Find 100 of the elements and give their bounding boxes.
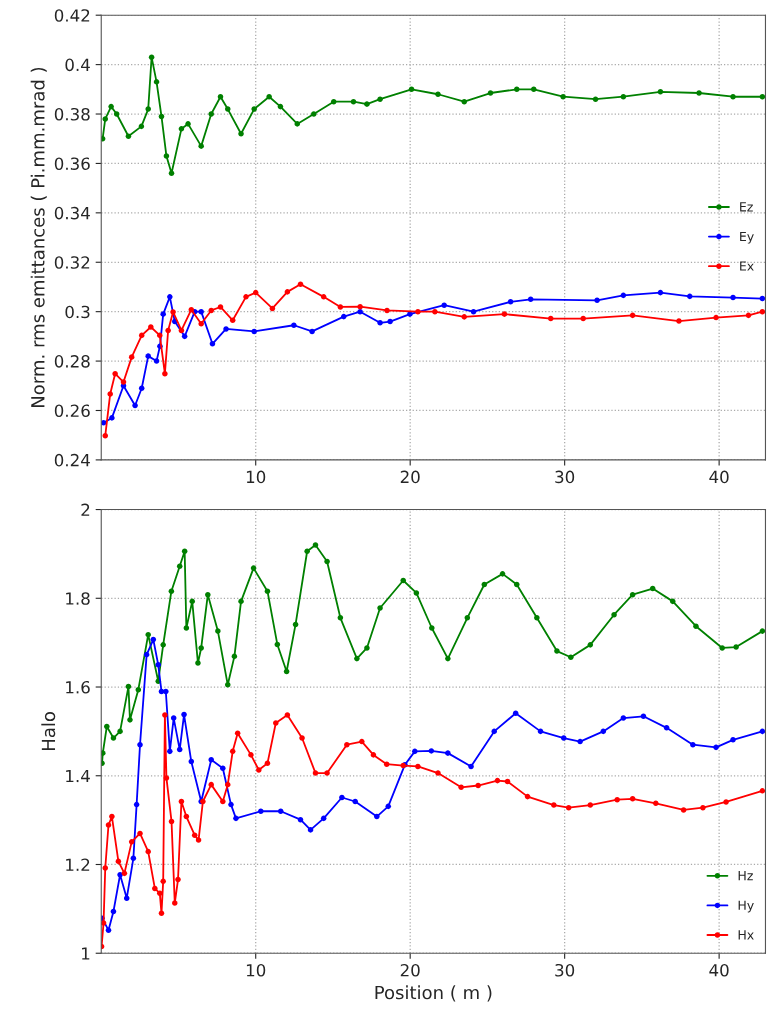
point [115, 858, 122, 865]
point [157, 332, 163, 339]
point [109, 813, 115, 820]
point [198, 143, 204, 149]
point [105, 927, 112, 933]
point [208, 307, 214, 314]
point [105, 822, 112, 828]
point [258, 808, 264, 815]
point [120, 379, 127, 385]
point [629, 312, 636, 319]
point [730, 93, 736, 100]
point [215, 628, 221, 634]
point [415, 763, 421, 770]
point [238, 598, 244, 605]
point [152, 885, 158, 892]
point [181, 548, 188, 555]
point [320, 815, 327, 822]
point [676, 318, 682, 324]
point [291, 322, 297, 329]
point [412, 748, 418, 755]
point [170, 309, 176, 315]
point [137, 830, 143, 837]
y-axis-title: Norm. rms emittances ( Pi.mm.mrad ) [30, 67, 47, 407]
point [132, 402, 138, 409]
point [458, 784, 464, 791]
point [324, 558, 330, 565]
point [377, 605, 383, 611]
point [148, 324, 154, 330]
point [580, 315, 586, 322]
point [733, 644, 739, 650]
point [274, 641, 281, 648]
point [101, 420, 107, 426]
x-tick-label: 20 [400, 470, 420, 484]
point [138, 385, 145, 392]
point [243, 294, 249, 300]
point [102, 432, 109, 439]
point [125, 683, 132, 690]
point [284, 289, 291, 295]
point [160, 642, 166, 648]
point [320, 294, 327, 300]
point [530, 86, 537, 93]
point [198, 308, 204, 315]
point [145, 353, 151, 359]
point [162, 370, 168, 377]
point [297, 281, 304, 288]
legend-label: Ez [740, 202, 753, 212]
point [163, 775, 170, 781]
point [176, 746, 183, 753]
point [264, 760, 271, 767]
point [148, 54, 155, 60]
point [163, 153, 170, 159]
point [330, 98, 337, 105]
point [357, 308, 363, 315]
point [171, 900, 178, 906]
point [127, 717, 133, 723]
point [264, 588, 271, 594]
point [277, 103, 284, 110]
point [130, 855, 137, 862]
point [283, 668, 290, 675]
point [614, 796, 620, 803]
point [167, 294, 173, 300]
point [304, 548, 310, 555]
point [198, 320, 204, 327]
point [481, 581, 488, 588]
point [337, 304, 344, 310]
point [110, 908, 117, 915]
point [499, 571, 506, 577]
point [284, 712, 291, 718]
point [312, 770, 319, 776]
x-tick-label: 10 [246, 963, 266, 977]
point [377, 96, 383, 102]
x-tick-label: 30 [555, 963, 575, 977]
point [157, 890, 163, 897]
point [413, 590, 420, 596]
point [181, 333, 188, 340]
point [168, 170, 175, 177]
point [238, 131, 244, 137]
point [620, 292, 627, 299]
point [168, 588, 175, 594]
point [759, 308, 766, 315]
x-tick-label: 30 [555, 470, 575, 484]
point [160, 878, 166, 885]
point [185, 121, 191, 127]
point [102, 116, 109, 122]
point [657, 289, 664, 296]
point [195, 660, 201, 666]
point [208, 781, 214, 788]
y-tick-label: 1 [82, 947, 90, 960]
point [163, 688, 169, 695]
point [113, 111, 120, 117]
point [137, 741, 143, 748]
point [629, 796, 636, 802]
point [364, 101, 370, 107]
point [205, 591, 211, 598]
point [415, 308, 421, 315]
point [138, 123, 145, 130]
point [128, 354, 135, 360]
point [337, 615, 344, 621]
point [719, 645, 725, 651]
point [191, 832, 198, 838]
